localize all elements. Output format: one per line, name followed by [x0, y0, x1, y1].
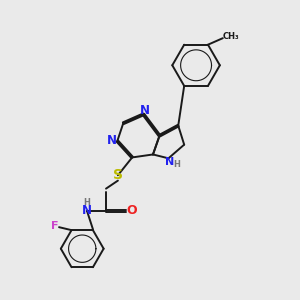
Text: N: N — [140, 104, 150, 117]
Text: F: F — [50, 221, 58, 231]
Text: O: O — [126, 204, 137, 218]
Text: N: N — [107, 134, 117, 147]
Text: N: N — [165, 158, 175, 167]
Text: S: S — [113, 168, 123, 182]
Text: H: H — [173, 160, 180, 169]
Text: N: N — [81, 204, 92, 217]
Text: CH₃: CH₃ — [223, 32, 239, 41]
Text: H: H — [83, 197, 90, 206]
